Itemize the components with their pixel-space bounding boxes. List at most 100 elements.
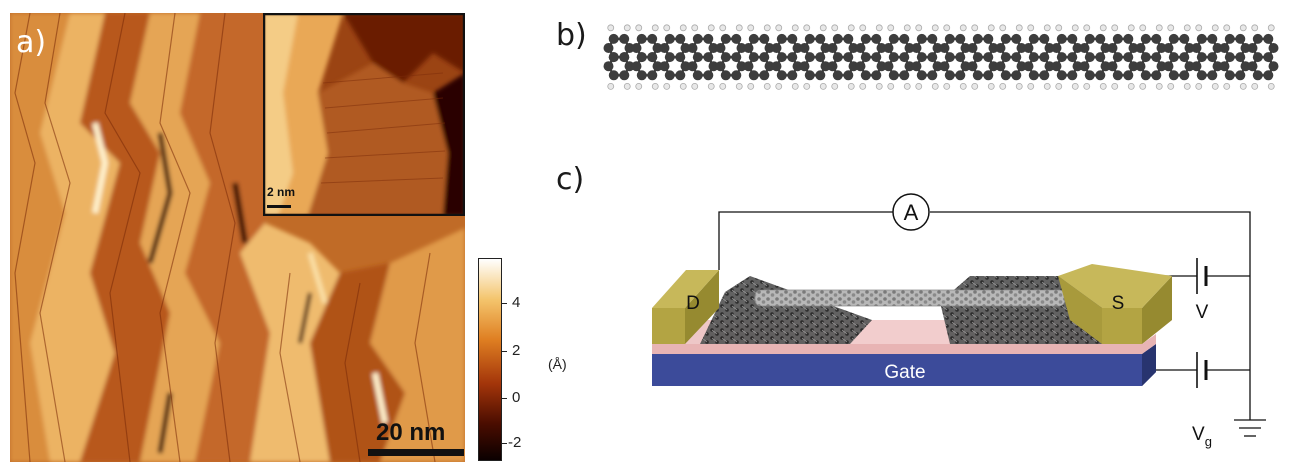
carbon-atom bbox=[1268, 43, 1279, 53]
hydrogen-atom bbox=[1055, 82, 1063, 90]
carbon-atom bbox=[932, 43, 943, 53]
hydrogen-atom bbox=[679, 82, 687, 90]
carbon-atom bbox=[1028, 70, 1039, 81]
hydrogen-atom bbox=[987, 82, 995, 90]
hydrogen-atom bbox=[1027, 82, 1035, 90]
carbon-atom bbox=[804, 52, 815, 63]
carbon-atom bbox=[776, 33, 787, 44]
panel-c-label: c) bbox=[556, 162, 585, 197]
carbon-atom bbox=[703, 52, 714, 63]
source-electrode bbox=[1102, 308, 1142, 344]
nanoribbon-channel bbox=[754, 289, 1066, 307]
colorbar-tick-label: 4 bbox=[512, 294, 521, 311]
carbon-atom bbox=[1051, 43, 1062, 53]
carbon-atom bbox=[731, 33, 742, 44]
colorbar-tick-label: 0 bbox=[512, 389, 521, 406]
colorbar bbox=[478, 258, 502, 461]
carbon-atom bbox=[647, 33, 658, 44]
panel-a-label: a) bbox=[16, 25, 47, 60]
hydrogen-atom bbox=[1223, 82, 1231, 90]
carbon-atom bbox=[939, 61, 950, 72]
hydrogen-atom bbox=[747, 82, 755, 90]
carbon-atom bbox=[1123, 52, 1134, 63]
carbon-atom bbox=[960, 61, 971, 72]
carbon-atom bbox=[1207, 33, 1218, 44]
carbon-atom bbox=[636, 52, 647, 63]
carbon-atom bbox=[731, 70, 742, 81]
carbon-atom bbox=[1151, 33, 1162, 44]
scale-bar-label: 20 nm bbox=[376, 419, 446, 446]
hydrogen-atom bbox=[1267, 82, 1275, 90]
carbon-atom bbox=[995, 43, 1006, 53]
hydrogen-atom bbox=[959, 82, 967, 90]
carbon-atom bbox=[1016, 61, 1027, 72]
carbon-atom bbox=[619, 70, 630, 81]
hydrogen-atom bbox=[875, 82, 883, 90]
hydrogen-atom bbox=[931, 82, 939, 90]
carbon-atom bbox=[972, 52, 983, 63]
carbon-atom bbox=[1168, 33, 1179, 44]
battery-v bbox=[1196, 258, 1208, 294]
carbon-atom bbox=[748, 33, 759, 44]
carbon-atom bbox=[715, 43, 726, 53]
gate-bias-label: Vg bbox=[1192, 424, 1212, 449]
carbon-atom bbox=[1151, 70, 1162, 81]
carbon-atom bbox=[687, 61, 698, 72]
carbon-atom bbox=[1028, 52, 1039, 63]
carbon-atom bbox=[1184, 43, 1195, 53]
carbon-atom bbox=[932, 61, 943, 72]
carbon-atom bbox=[1207, 70, 1218, 81]
carbon-atom bbox=[1056, 33, 1067, 44]
hydrogen-atom bbox=[791, 24, 799, 32]
hydrogen-atom bbox=[623, 82, 631, 90]
carbon-atom bbox=[983, 33, 994, 44]
carbon-atom bbox=[631, 43, 642, 53]
carbon-atom bbox=[715, 61, 726, 72]
carbon-atom bbox=[708, 61, 719, 72]
hydrogen-atom bbox=[1223, 24, 1231, 32]
carbon-atom bbox=[1107, 61, 1118, 72]
carbon-atom bbox=[664, 52, 675, 63]
carbon-atom bbox=[1163, 61, 1174, 72]
panel-a: 2 nm 20 nm a) bbox=[10, 13, 465, 462]
hydrogen-atom bbox=[943, 82, 951, 90]
hydrogen-atom bbox=[971, 82, 979, 90]
hydrogen-atom bbox=[1267, 24, 1275, 32]
carbon-atom bbox=[1163, 43, 1174, 53]
carbon-atom bbox=[675, 70, 686, 81]
hydrogen-atom bbox=[719, 24, 727, 32]
carbon-atom bbox=[1196, 52, 1207, 63]
carbon-atom bbox=[1247, 43, 1258, 53]
carbon-atom bbox=[860, 52, 871, 63]
carbon-atom bbox=[680, 61, 691, 72]
carbon-atom bbox=[1044, 43, 1055, 53]
carbon-atom bbox=[804, 70, 815, 81]
hydrogen-atom bbox=[1015, 82, 1023, 90]
carbon-atom bbox=[899, 52, 910, 63]
carbon-atom bbox=[1044, 61, 1055, 72]
carbon-atom bbox=[1219, 43, 1230, 53]
carbon-atom bbox=[1224, 70, 1235, 81]
hydrogen-atom bbox=[1239, 24, 1247, 32]
carbon-atom bbox=[827, 43, 838, 53]
hydrogen-atom bbox=[735, 24, 743, 32]
hydrogen-atom bbox=[819, 82, 827, 90]
hydrogen-atom bbox=[819, 24, 827, 32]
hydrogen-atom bbox=[1139, 24, 1147, 32]
carbon-atom bbox=[1252, 52, 1263, 63]
carbon-atom bbox=[787, 70, 798, 81]
hydrogen-atom bbox=[775, 82, 783, 90]
hydrogen-atom bbox=[887, 24, 895, 32]
hydrogen-atom bbox=[747, 24, 755, 32]
carbon-atom bbox=[603, 61, 614, 72]
hydrogen-atom bbox=[663, 24, 671, 32]
carbon-atom bbox=[720, 33, 731, 44]
hydrogen-atom bbox=[1239, 82, 1247, 90]
carbon-atom bbox=[1168, 52, 1179, 63]
carbon-atom bbox=[1067, 70, 1078, 81]
carbon-atom bbox=[944, 33, 955, 44]
hydrogen-atom bbox=[663, 82, 671, 90]
hydrogen-atom bbox=[735, 82, 743, 90]
carbon-atom bbox=[955, 52, 966, 63]
carbon-atom bbox=[1095, 33, 1106, 44]
